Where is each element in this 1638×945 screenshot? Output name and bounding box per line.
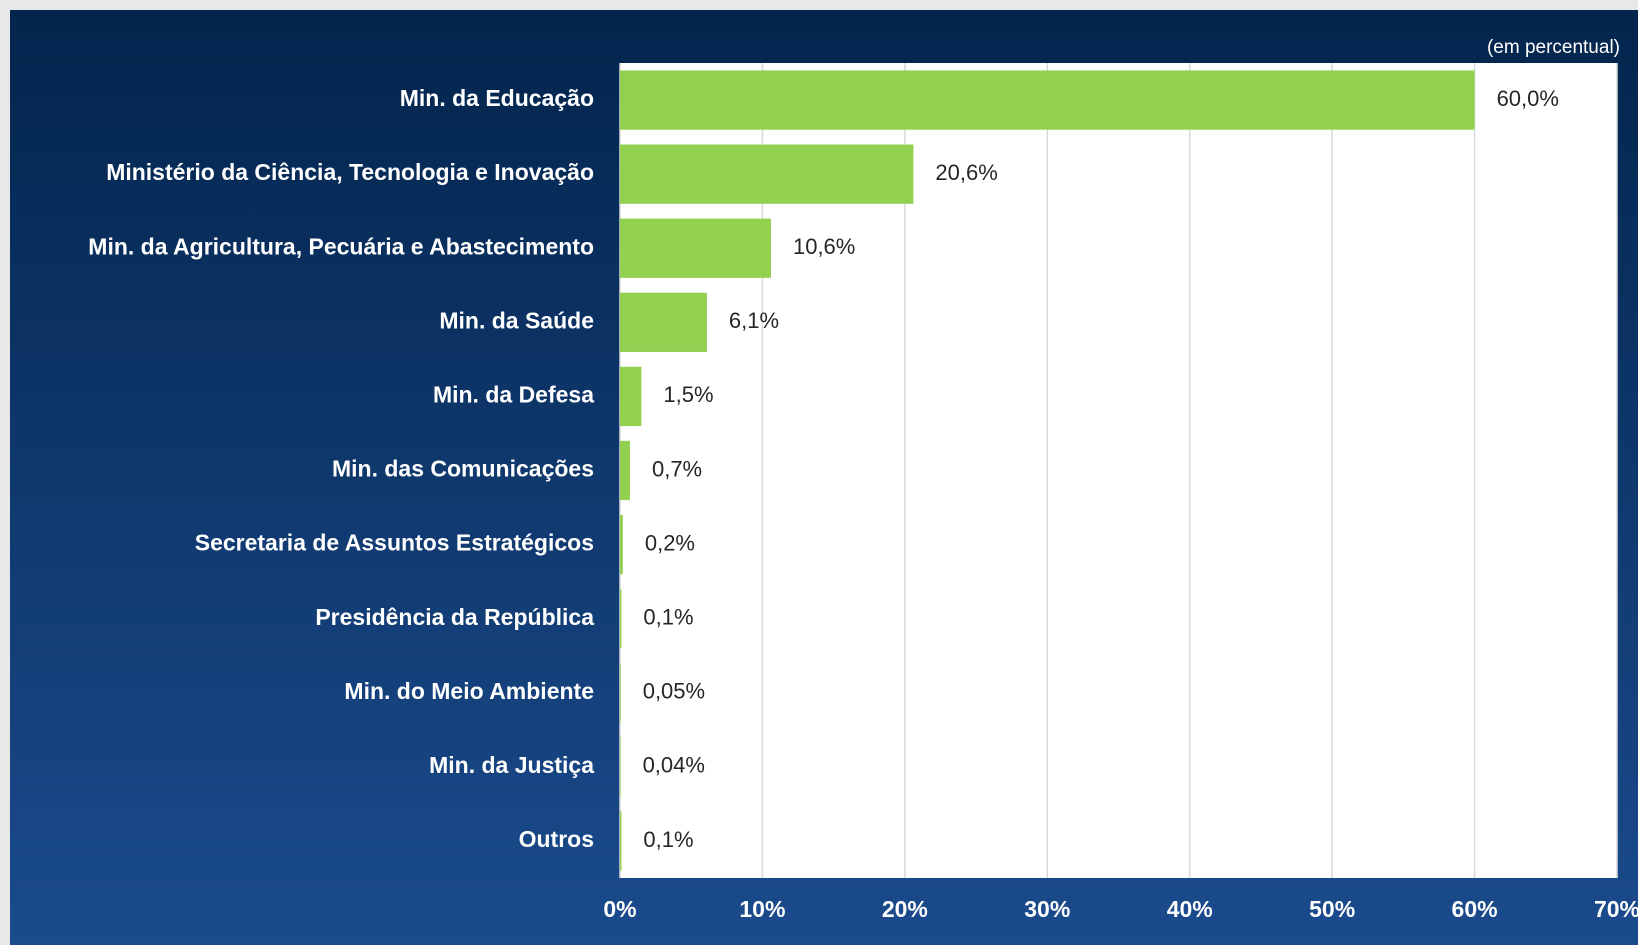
bar <box>620 366 642 427</box>
x-tick-label: 10% <box>739 896 785 922</box>
data-label: 0,2% <box>645 530 695 555</box>
data-label: 60,0% <box>1497 86 1559 111</box>
data-label: 0,7% <box>652 456 702 481</box>
x-tick-label: 30% <box>1024 896 1070 922</box>
x-tick-label: 40% <box>1167 896 1213 922</box>
data-label: 0,1% <box>643 827 693 852</box>
data-label: 10,6% <box>793 234 855 259</box>
x-tick-label: 20% <box>882 896 928 922</box>
category-label: Min. da Educação <box>400 85 594 111</box>
bar <box>620 811 622 871</box>
data-label: 0,04% <box>643 753 705 778</box>
bar <box>620 589 622 649</box>
category-label: Min. do Meio Ambiente <box>344 678 594 704</box>
data-label: 0,05% <box>643 679 705 704</box>
category-label: Min. da Saúde <box>439 307 594 333</box>
category-label: Min. das Comunicações <box>332 456 594 482</box>
data-label: 0,1% <box>643 604 693 629</box>
data-label: 1,5% <box>663 382 713 407</box>
category-label: Outros <box>519 826 594 852</box>
bar <box>620 440 630 501</box>
data-label: 6,1% <box>729 308 779 333</box>
category-label: Presidência da República <box>315 604 594 630</box>
category-label: Min. da Justiça <box>429 752 594 778</box>
x-tick-label: 70% <box>1594 896 1638 922</box>
subtitle: (em percentual) <box>1487 37 1620 58</box>
bar <box>620 218 771 278</box>
bar <box>620 70 1475 130</box>
category-label: Ministério da Ciência, Tecnologia e Inov… <box>106 159 594 185</box>
data-label: 20,6% <box>935 160 997 185</box>
bar <box>620 514 623 575</box>
category-label: Min. da Defesa <box>433 381 594 407</box>
bar <box>620 292 707 352</box>
x-tick-label: 60% <box>1452 896 1498 922</box>
x-tick-label: 50% <box>1309 896 1355 922</box>
category-label: Secretaria de Assuntos Estratégicos <box>195 530 594 556</box>
x-tick-label: 0% <box>603 896 636 922</box>
bar <box>620 144 914 204</box>
category-label: Min. da Agricultura, Pecuária e Abasteci… <box>88 233 594 259</box>
bar <box>620 737 621 797</box>
bar <box>620 663 621 723</box>
